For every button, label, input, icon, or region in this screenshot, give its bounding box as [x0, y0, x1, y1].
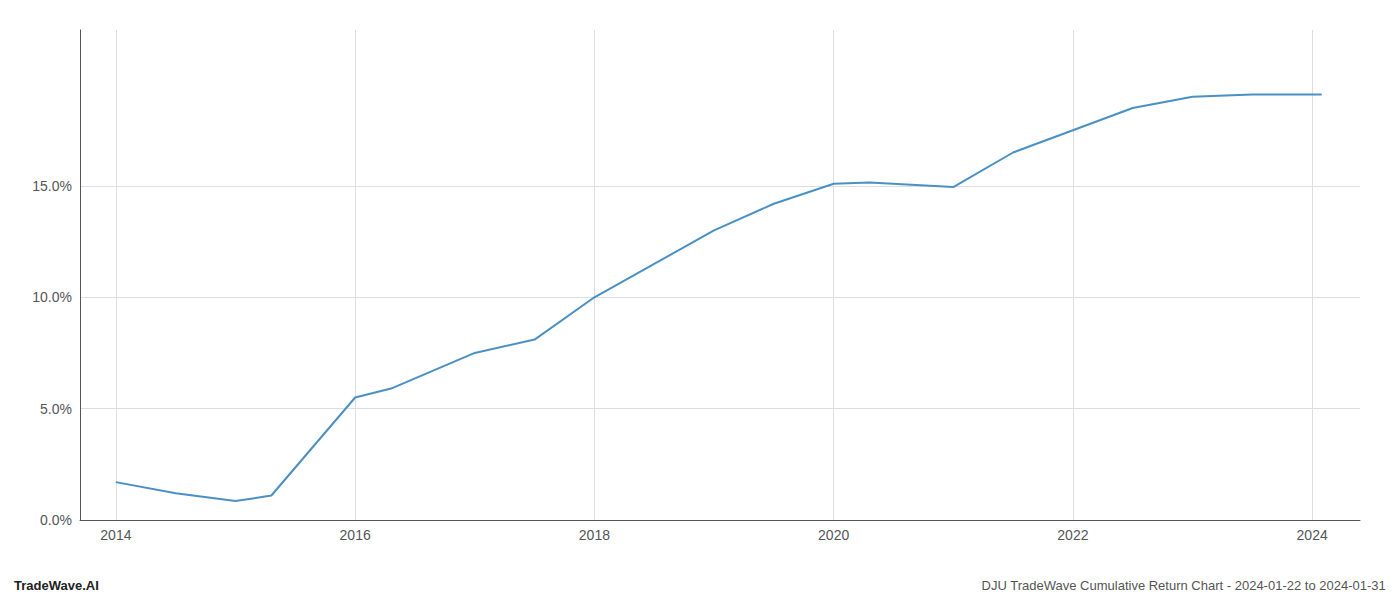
svg-text:2020: 2020: [818, 527, 849, 543]
svg-text:2022: 2022: [1057, 527, 1088, 543]
svg-text:2018: 2018: [579, 527, 610, 543]
svg-text:0.0%: 0.0%: [40, 512, 72, 528]
svg-text:2014: 2014: [100, 527, 131, 543]
svg-text:10.0%: 10.0%: [32, 289, 72, 305]
svg-text:DJU TradeWave Cumulative Retur: DJU TradeWave Cumulative Return Chart - …: [982, 578, 1386, 593]
svg-text:15.0%: 15.0%: [32, 178, 72, 194]
svg-text:2016: 2016: [340, 527, 371, 543]
svg-text:5.0%: 5.0%: [40, 401, 72, 417]
svg-text:TradeWave.AI: TradeWave.AI: [14, 578, 99, 593]
svg-text:2024: 2024: [1297, 527, 1328, 543]
